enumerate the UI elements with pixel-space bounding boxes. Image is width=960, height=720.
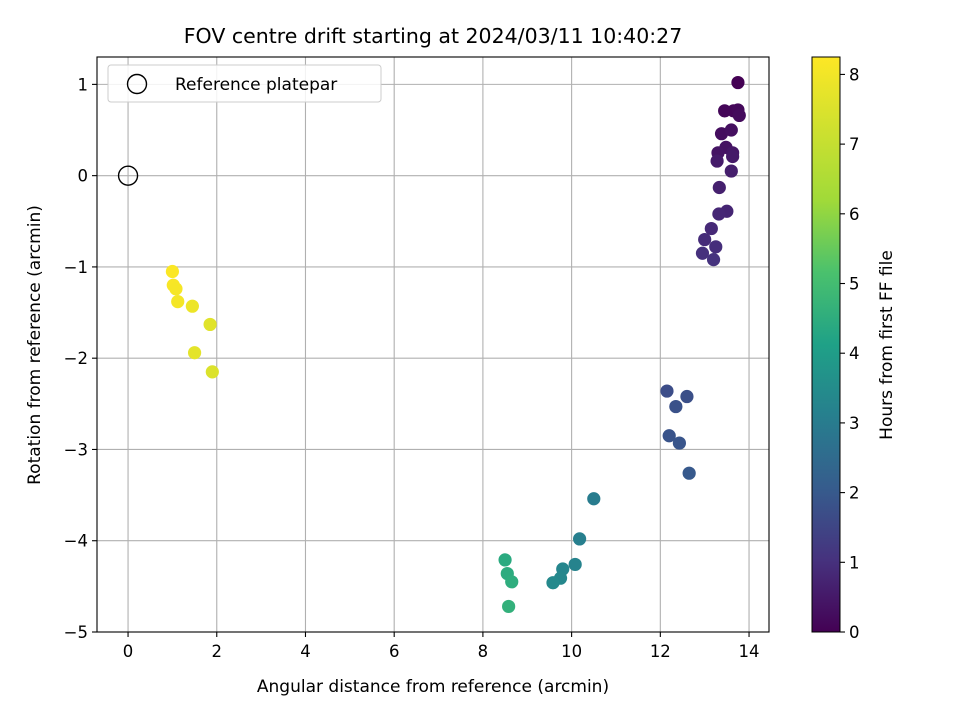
scatter-point (169, 282, 183, 296)
legend: Reference platepar (107, 64, 382, 103)
scatter-point (724, 123, 738, 137)
scatter-point (695, 246, 710, 260)
scatter-point (187, 346, 202, 360)
y-axis-label: Rotation from reference (arcmin) (25, 205, 45, 485)
colorbar-gradient (811, 56, 841, 633)
colorbar-tick-label: 4 (849, 344, 860, 363)
x-axis-label: Angular distance from reference (arcmin) (257, 677, 609, 697)
scatter-point (587, 492, 601, 506)
colorbar-tick-label: 3 (849, 414, 860, 433)
scatter-point (682, 466, 696, 480)
x-tick-label: 4 (300, 642, 311, 661)
y-axis-ticks: 1 0 −1 −2 −3 −4 −5 (64, 75, 97, 642)
x-tick-label: 10 (561, 642, 582, 661)
scatter-point (546, 576, 560, 590)
y-tick-label: −4 (64, 532, 88, 551)
x-tick-label: 6 (389, 642, 400, 661)
y-tick-label: −2 (64, 349, 88, 368)
x-tick-label: 12 (650, 642, 671, 661)
scatter-point (672, 436, 687, 450)
scatter-point (709, 240, 723, 254)
scatter-points (117, 75, 746, 614)
scatter-point (205, 365, 219, 379)
colorbar-tick-label: 5 (849, 275, 860, 294)
legend-box (107, 64, 382, 103)
scatter-point (704, 221, 718, 236)
y-tick-label: 0 (78, 167, 89, 186)
scatter-point (203, 317, 217, 332)
colorbar-tick-label: 1 (849, 553, 860, 572)
scatter-point (726, 149, 740, 164)
legend-entry-reference: Reference platepar (175, 75, 337, 95)
scatter-point (165, 264, 180, 279)
scatter-point (706, 253, 721, 267)
x-tick-label: 2 (212, 642, 223, 661)
legend-marker-reference (126, 73, 148, 95)
colorbar-tick-label: 7 (849, 135, 860, 154)
scatter-point (660, 384, 674, 398)
scatter-point (731, 75, 745, 90)
scatter-point (185, 299, 199, 313)
colorbar-tick-label: 8 (849, 65, 860, 84)
scatter-point (568, 557, 582, 572)
scatter-point (498, 553, 512, 567)
colorbar-tick-label: 0 (849, 623, 860, 642)
scatter-point (669, 399, 683, 414)
y-tick-label: −3 (64, 440, 88, 459)
y-tick-label: −5 (64, 623, 88, 642)
scatter-point (505, 575, 519, 589)
scatter-point (502, 599, 516, 614)
chart-title: FOV centre drift starting at 2024/03/11 … (184, 24, 683, 48)
x-tick-label: 8 (478, 642, 489, 661)
scatter-point (732, 108, 746, 123)
y-tick-label: 1 (78, 75, 89, 94)
reference-marker (117, 165, 139, 186)
scatter-point (572, 532, 587, 546)
x-tick-label: 14 (739, 642, 760, 661)
scatter-point (171, 295, 185, 309)
x-axis-ticks: 0 2 4 6 8 10 12 14 (123, 632, 760, 661)
x-tick-label: 0 (123, 642, 134, 661)
y-tick-label: −1 (64, 258, 88, 277)
colorbar: 0 1 2 3 4 5 6 7 8 Hours from first FF file (811, 56, 897, 642)
scatter-point (680, 389, 694, 404)
colorbar-tick-label: 6 (849, 205, 860, 224)
scatter-point (712, 180, 726, 195)
scatter-point (662, 429, 676, 443)
colorbar-label: Hours from first FF file (877, 250, 897, 440)
colorbar-tick-label: 2 (849, 484, 860, 503)
scatter-point (724, 164, 738, 178)
plot-frame (96, 56, 770, 633)
scatter-point (698, 232, 712, 247)
scatter-point (710, 154, 724, 168)
scatter-point (712, 207, 726, 221)
colorbar-ticks: 0 1 2 3 4 5 6 7 8 (840, 65, 860, 642)
